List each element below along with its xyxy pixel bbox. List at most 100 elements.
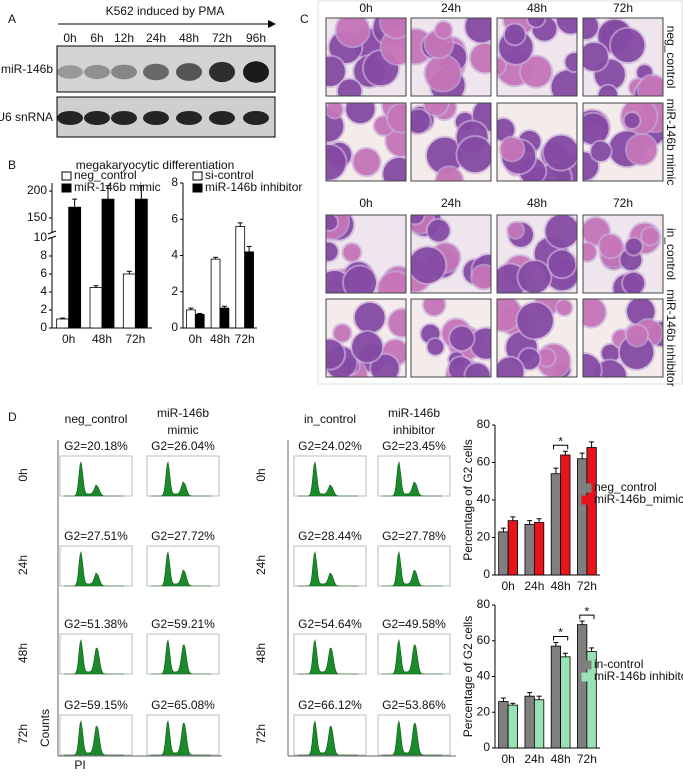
band: [143, 111, 169, 125]
column-header: neg_control: [65, 412, 128, 426]
row-label: neg_control: [664, 26, 678, 89]
bar: [524, 523, 535, 576]
micrograph-border: [582, 298, 664, 378]
micrograph-border: [410, 17, 492, 97]
y-tick-label: 6: [40, 266, 47, 280]
row-label: miR-146b: [1, 62, 53, 76]
micrograph: [326, 103, 406, 181]
band: [243, 111, 269, 125]
g2-label: G2=27.51%: [64, 529, 128, 543]
legend-swatch: [192, 171, 203, 181]
nucleus: [504, 24, 525, 45]
y-tick-label: 200: [27, 183, 47, 197]
micrograph: [583, 103, 663, 181]
nucleus: [500, 137, 524, 161]
nucleus: [424, 103, 448, 115]
bar: [533, 699, 545, 749]
nucleus: [343, 243, 361, 262]
band: [176, 63, 202, 81]
nucleus: [591, 141, 611, 162]
nucleus: [497, 357, 524, 377]
micrograph-border: [410, 214, 492, 294]
x-tick-label: 48h: [210, 332, 230, 346]
y-tick-label: 4: [171, 248, 178, 262]
nucleus: [556, 18, 577, 34]
g2-label: G2=27.72%: [151, 529, 215, 543]
histogram: [298, 551, 358, 587]
arrow-head: [268, 20, 276, 28]
significance-bracket: [553, 444, 569, 450]
y-tick-label: 2: [40, 302, 47, 316]
bar: [586, 447, 597, 576]
micrograph-border: [496, 298, 578, 378]
bar: [101, 198, 115, 329]
panel-frame: [317, 0, 683, 385]
legend-label: in-control: [594, 657, 643, 671]
micrograph-border: [496, 17, 578, 97]
band: [57, 111, 83, 125]
nucleus: [333, 324, 351, 342]
nucleus: [326, 339, 345, 369]
y-tick-label: 0: [40, 320, 47, 334]
y-tick-label: 2: [171, 284, 178, 298]
y-axis-label: Percentage of G2 cells: [461, 616, 475, 737]
legend-label: miR-146b inhibitor: [594, 669, 683, 683]
nucleus: [436, 167, 463, 181]
nucleus: [470, 43, 491, 73]
nucleus: [583, 299, 606, 327]
nucleus: [548, 250, 576, 278]
band: [209, 111, 235, 125]
nucleus: [551, 70, 577, 96]
g2-label: G2=59.15%: [64, 698, 128, 712]
nucleus: [326, 103, 343, 118]
y-tick-label: 0: [483, 740, 490, 754]
g2-label: G2=54.64%: [298, 617, 362, 631]
nucleus: [497, 58, 505, 74]
g2-label: G2=49.58%: [382, 617, 446, 631]
y-tick-label: 4: [40, 284, 47, 298]
legend-label: miR-146b inhibitor: [205, 180, 302, 194]
bar: [219, 307, 230, 329]
histogram: [382, 639, 442, 675]
legend-swatch: [61, 183, 72, 193]
lane-label: 24h: [146, 31, 166, 45]
time-label: 24h: [441, 1, 461, 15]
bar: [550, 473, 562, 576]
band: [111, 64, 137, 80]
y-tick-label: 8: [40, 248, 47, 262]
x-tick-label: 72h: [235, 332, 255, 346]
micrograph-border: [410, 298, 492, 378]
nucleus: [336, 18, 369, 47]
bar: [498, 701, 509, 749]
bar: [577, 458, 588, 576]
legend-label: si-control: [205, 168, 254, 182]
y-tick-label: 40: [477, 492, 491, 506]
nucleus: [326, 111, 344, 142]
y-tick-label: 0: [483, 567, 490, 581]
micrograph-border: [325, 102, 407, 182]
histogram: [382, 551, 442, 587]
time-label: 48h: [527, 1, 547, 15]
nucleus: [638, 75, 663, 96]
bar: [56, 318, 70, 329]
histogram: [64, 720, 124, 756]
lane-label: 0h: [63, 31, 76, 45]
micrograph-border: [496, 102, 578, 182]
g2-label: G2=26.04%: [151, 439, 215, 453]
row-label: in_control: [664, 228, 678, 280]
band: [143, 63, 169, 81]
histogram-frame: [146, 455, 220, 497]
nucleus: [625, 238, 642, 255]
nucleus: [354, 302, 385, 333]
micrograph-border: [325, 17, 407, 97]
micrograph-border: [410, 102, 492, 182]
nucleus: [343, 266, 377, 293]
column-header: mimic: [167, 423, 198, 437]
bar: [235, 226, 246, 329]
bar: [524, 695, 535, 749]
histogram: [151, 551, 211, 587]
legend-swatch: [581, 672, 592, 682]
g2-label: G2=23.45%: [382, 439, 446, 453]
band: [243, 61, 269, 83]
